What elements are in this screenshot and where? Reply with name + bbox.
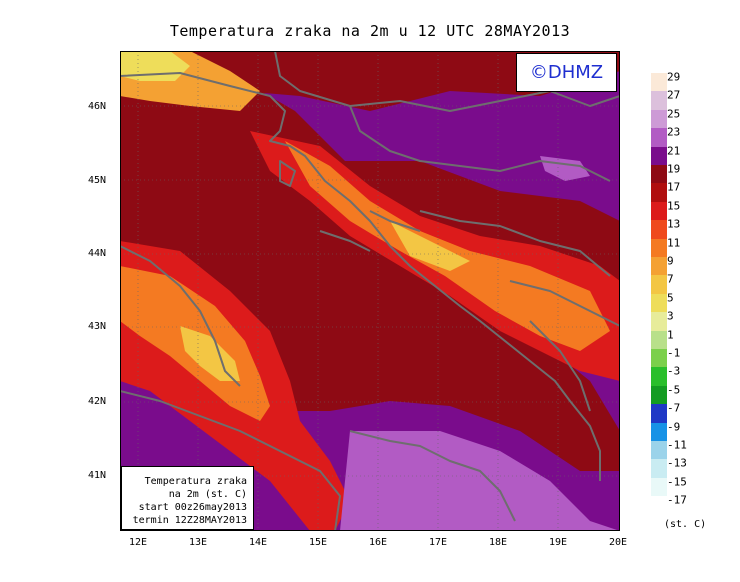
legend-swatch (651, 441, 667, 460)
legend-swatch (651, 459, 667, 478)
legend-label: 21 (667, 144, 681, 158)
legend-label: -11 (667, 438, 687, 452)
legend-label: 15 (667, 199, 681, 213)
legend-label: 13 (667, 217, 681, 231)
legend-label: 29 (667, 70, 681, 84)
legend-label: 17 (667, 180, 681, 194)
legend-label: -9 (667, 420, 681, 434)
coastlines (120, 51, 620, 531)
south-hot-area (340, 431, 620, 531)
legend-label: -17 (667, 493, 687, 507)
legend-swatch (651, 183, 667, 202)
info-box: Temperatura zraka na 2m (st. C) start 00… (121, 466, 254, 530)
lon-label: 12E (128, 537, 148, 548)
legend-swatch (651, 404, 667, 423)
map-title: Temperatura zraka na 2m u 12 UTC 28MAY20… (169, 22, 571, 40)
legend-label: 1 (667, 328, 674, 342)
legend-label: -5 (667, 383, 681, 397)
legend-label: 9 (667, 254, 674, 268)
temperature-map (120, 51, 620, 531)
lon-label: 19E (548, 537, 568, 548)
dhmz-logo: ©DHMZ (516, 53, 617, 92)
legend-swatch (651, 73, 667, 92)
legend-label: 25 (667, 107, 681, 121)
legend-swatch (651, 109, 667, 129)
info-line: termin 12Z28MAY2013 (132, 515, 247, 526)
legend-swatch (651, 293, 667, 313)
info-line: start 00z26may2013 (138, 502, 247, 513)
info-line: Temperatura zraka (144, 476, 247, 487)
legend-swatch (651, 422, 667, 441)
legend-swatch (651, 385, 667, 405)
legend-swatch (651, 349, 667, 368)
legend-swatch (651, 201, 667, 221)
lon-label: 16E (368, 537, 388, 548)
lon-label: 13E (188, 537, 208, 548)
legend-label: 5 (667, 291, 674, 305)
lat-label: 42N (88, 396, 107, 407)
legend-label: 3 (667, 309, 674, 323)
lon-label: 18E (488, 537, 508, 548)
italy-cool-core (180, 326, 240, 381)
legend-swatch (651, 128, 667, 147)
legend-label: 19 (667, 162, 681, 176)
info-line: na 2m (st. C) (168, 489, 247, 500)
lon-label: 17E (428, 537, 448, 548)
lon-label: 14E (248, 537, 268, 548)
lon-label: 20E (608, 537, 628, 548)
legend-swatch (651, 330, 667, 349)
legend-label: 27 (667, 88, 681, 102)
legend-swatch (651, 146, 667, 165)
legend-unit: (st. C) (664, 519, 707, 530)
legend-swatch (651, 477, 667, 497)
legend-label: -15 (667, 475, 687, 489)
legend-label: -7 (667, 401, 681, 415)
legend-swatch (651, 91, 667, 110)
dinaric-cool-core (390, 221, 470, 271)
legend-swatch (651, 257, 667, 276)
legend-label: 23 (667, 125, 681, 139)
legend-swatch (651, 238, 667, 257)
legend-swatch (651, 165, 667, 184)
legend-swatch (651, 220, 667, 239)
lon-label: 15E (308, 537, 328, 548)
dinaric-mild-band (285, 141, 610, 351)
legend-label: 7 (667, 272, 674, 286)
lat-label: 44N (88, 248, 107, 259)
legend-swatch (651, 367, 667, 386)
legend-label: -13 (667, 456, 687, 470)
lat-label: 43N (88, 321, 107, 332)
legend-label: -3 (667, 364, 681, 378)
legend-label: -1 (667, 346, 681, 360)
lat-label: 41N (88, 470, 107, 481)
legend-label: 11 (667, 236, 681, 250)
lat-label: 45N (88, 175, 107, 186)
lat-label: 46N (88, 101, 107, 112)
legend-swatch (651, 312, 667, 331)
legend-swatch (651, 275, 667, 294)
north-alps-warm (120, 51, 620, 111)
